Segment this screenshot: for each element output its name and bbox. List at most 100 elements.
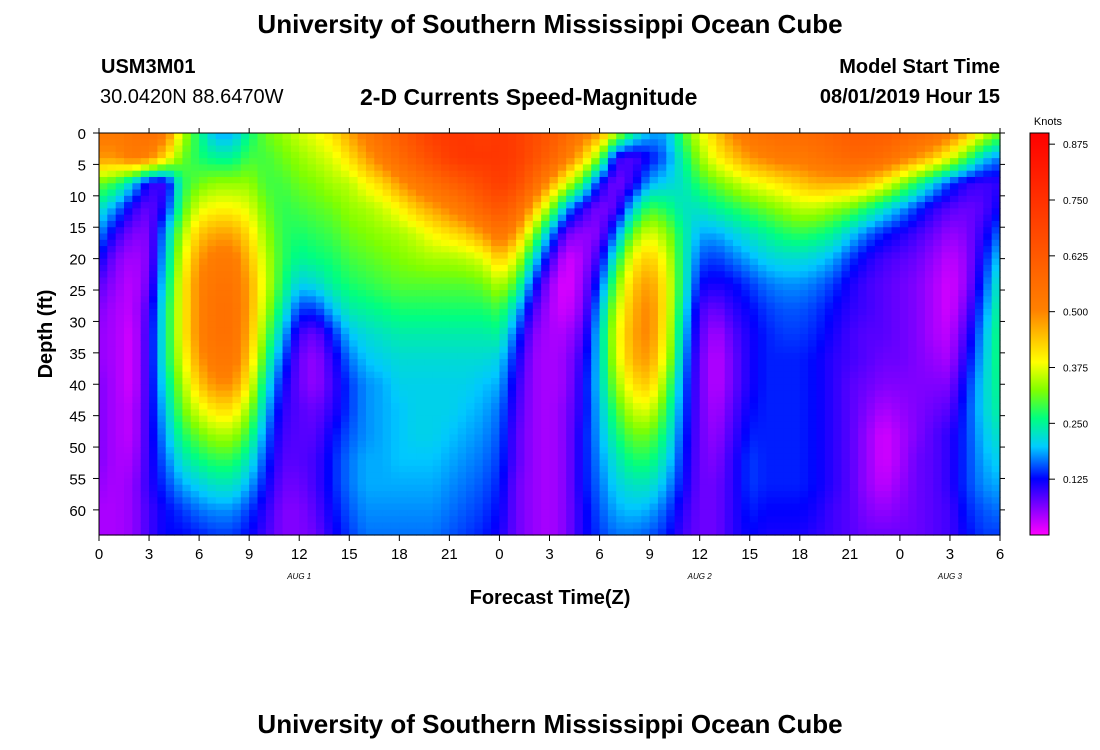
heatmap-cell bbox=[290, 327, 300, 335]
heatmap-cell bbox=[666, 497, 676, 505]
heatmap-cell bbox=[257, 346, 267, 354]
heatmap-cell bbox=[140, 503, 150, 511]
heatmap-cell bbox=[616, 415, 626, 423]
heatmap-cell bbox=[482, 359, 492, 367]
heatmap-cell bbox=[307, 145, 317, 153]
heatmap-cell bbox=[165, 453, 175, 461]
heatmap-cell bbox=[174, 151, 184, 159]
heatmap-cell bbox=[491, 308, 501, 316]
heatmap-cell bbox=[132, 296, 142, 304]
heatmap-cell bbox=[416, 189, 425, 197]
heatmap-cell bbox=[532, 472, 542, 480]
heatmap-cell bbox=[482, 371, 492, 379]
heatmap-cell bbox=[716, 440, 726, 448]
heatmap-cell bbox=[666, 246, 676, 253]
heatmap-cell bbox=[432, 459, 442, 467]
heatmap-cell bbox=[382, 214, 392, 222]
heatmap-cell bbox=[199, 290, 209, 297]
heatmap-cell bbox=[307, 239, 317, 247]
heatmap-cell bbox=[532, 327, 542, 335]
heatmap-cell bbox=[657, 158, 667, 166]
heatmap-cell bbox=[149, 264, 158, 272]
heatmap-cell bbox=[432, 233, 442, 241]
heatmap-cell bbox=[566, 189, 576, 197]
heatmap-cell bbox=[691, 258, 701, 266]
heatmap-cell bbox=[99, 472, 108, 480]
heatmap-cell bbox=[274, 233, 284, 241]
heatmap-cell bbox=[666, 396, 676, 404]
heatmap-cell bbox=[616, 264, 626, 272]
heatmap-cell bbox=[307, 453, 317, 461]
heatmap-cell bbox=[224, 352, 234, 360]
heatmap-cell bbox=[524, 252, 534, 260]
heatmap-cell bbox=[474, 302, 484, 310]
heatmap-cell bbox=[215, 133, 225, 140]
heatmap-cell bbox=[657, 189, 667, 197]
heatmap-cell bbox=[507, 453, 517, 461]
heatmap-cell bbox=[249, 283, 259, 291]
heatmap-cell bbox=[682, 214, 692, 222]
heatmap-cell bbox=[115, 208, 125, 216]
heatmap-cell bbox=[682, 346, 692, 354]
heatmap-cell bbox=[324, 459, 334, 467]
heatmap-cell bbox=[307, 158, 317, 166]
heatmap-cell bbox=[482, 302, 492, 310]
heatmap-cell bbox=[174, 478, 184, 486]
heatmap-cell bbox=[557, 384, 567, 392]
heatmap-cell bbox=[607, 465, 617, 473]
heatmap-cell bbox=[532, 308, 542, 316]
heatmap-cell bbox=[174, 195, 184, 203]
heatmap-cell bbox=[741, 522, 751, 530]
heatmap-cell bbox=[582, 170, 592, 178]
heatmap-cell bbox=[265, 365, 275, 373]
heatmap-cell bbox=[382, 497, 392, 505]
heatmap-cell bbox=[399, 415, 409, 423]
heatmap-cell bbox=[307, 528, 317, 536]
heatmap-cell bbox=[716, 377, 726, 385]
heatmap-cell bbox=[708, 403, 717, 410]
heatmap-cell bbox=[182, 334, 192, 341]
heatmap-cell bbox=[407, 396, 417, 404]
heatmap-cell bbox=[441, 340, 450, 348]
heatmap-cell bbox=[491, 176, 501, 184]
heatmap-cell bbox=[566, 396, 576, 404]
heatmap-cell bbox=[632, 189, 642, 197]
heatmap-cell bbox=[657, 472, 667, 480]
heatmap-cell bbox=[624, 453, 634, 461]
heatmap-cell bbox=[507, 233, 517, 241]
heatmap-cell bbox=[315, 346, 325, 354]
heatmap-cell bbox=[165, 239, 175, 247]
heatmap-cell bbox=[482, 478, 492, 486]
heatmap-cell bbox=[616, 302, 626, 310]
heatmap-cell bbox=[582, 459, 592, 467]
heatmap-cell bbox=[199, 371, 209, 379]
heatmap-cell bbox=[616, 202, 626, 209]
heatmap-cell bbox=[174, 239, 184, 247]
heatmap-cell bbox=[365, 296, 375, 304]
heatmap-cell bbox=[190, 189, 200, 197]
heatmap-cell bbox=[315, 308, 325, 316]
heatmap-cell bbox=[524, 176, 534, 184]
heatmap-cell bbox=[332, 252, 342, 260]
heatmap-cell bbox=[457, 227, 467, 235]
heatmap-cell bbox=[290, 522, 300, 530]
heatmap-cell bbox=[641, 478, 651, 486]
heatmap-cell bbox=[566, 208, 576, 216]
heatmap-cell bbox=[190, 158, 200, 166]
heatmap-cell bbox=[532, 164, 542, 172]
heatmap-cell bbox=[733, 220, 742, 228]
heatmap-cell bbox=[566, 227, 576, 235]
heatmap-cell bbox=[599, 164, 609, 172]
heatmap-cell bbox=[182, 371, 192, 379]
heatmap-cell bbox=[716, 233, 726, 241]
heatmap-cell bbox=[708, 189, 717, 197]
heatmap-cell bbox=[315, 377, 325, 385]
heatmap-cell bbox=[282, 151, 292, 159]
heatmap-cell bbox=[149, 497, 158, 505]
heatmap-cell bbox=[315, 151, 325, 159]
heatmap-cell bbox=[232, 340, 242, 348]
heatmap-cell bbox=[382, 377, 392, 385]
heatmap-cell bbox=[324, 227, 334, 235]
heatmap-cell bbox=[691, 252, 701, 260]
heatmap-cell bbox=[524, 290, 534, 297]
